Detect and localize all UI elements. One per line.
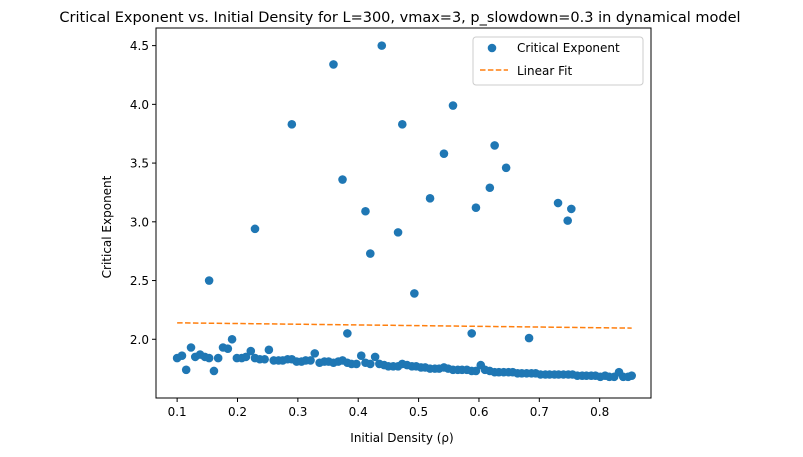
data-point-3 [186,343,196,352]
data-point-8 [209,366,219,376]
data-point-100 [204,276,214,285]
legend-label-critical-exponent: Critical Exponent [517,41,620,55]
chart-title: Critical Exponent vs. Initial Density fo… [59,10,740,26]
y-tick-label-1: 2.5 [130,274,149,288]
data-point-119 [501,163,511,173]
data-point-114 [448,101,458,110]
data-point-7 [204,353,214,363]
data-point-115 [467,329,477,338]
data-point-111 [410,289,419,298]
data-point-42 [365,359,375,369]
data-point-113 [439,149,449,158]
data-point-120 [524,333,534,343]
y-tick-label-4: 4.0 [130,98,149,112]
ticks: 0.1 0.2 0.3 0.4 0.5 0.6 0.7 0.8 2.0 2.5 3.0 3.5 4.0 4… [130,39,609,419]
data-point-118 [490,141,499,150]
data-point-107 [365,249,375,258]
data-point-12 [227,334,237,344]
data-point-116 [471,203,481,213]
legend-label-linear-fit: Linear Fit [517,64,572,78]
x-axis-label: Initial Density (ρ) [350,431,453,445]
data-point-9 [213,353,223,363]
data-point-101 [250,224,260,234]
data-point-109 [393,228,403,237]
data-point-112 [425,194,435,203]
x-tick-label-4: 0.5 [409,405,428,419]
data-point-123 [567,204,576,214]
data-point-106 [361,206,370,216]
data-point-16 [246,346,256,356]
data-point-43 [370,352,380,362]
data-point-65 [471,366,481,376]
data-point-104 [338,175,347,184]
data-point-2 [181,365,191,375]
data-point-11 [223,344,233,353]
y-tick-label-3: 3.5 [130,157,149,171]
data-point-105 [343,329,352,338]
axes-frame [155,27,652,399]
data-point-122 [563,216,572,225]
x-tick-label-7: 0.8 [590,405,609,419]
data-point-121 [553,198,563,208]
x-tick-label-5: 0.6 [469,405,488,419]
plot-area [172,41,636,382]
data-point-102 [287,120,297,129]
legend-frame [472,36,644,86]
data-point-117 [485,183,495,193]
legend: Critical Exponent Linear Fit [472,36,644,86]
data-point-15 [241,352,251,362]
data-point-1 [177,351,187,361]
data-point-39 [352,359,361,369]
data-point-20 [264,345,274,355]
data-point-103 [329,60,338,69]
data-point-29 [306,356,315,365]
data-point-110 [397,120,407,129]
y-axis-label: Critical Exponent [100,175,114,278]
x-tick-label-6: 0.7 [530,405,549,419]
linear-fit-line [177,322,632,329]
x-tick-label-3: 0.4 [349,405,368,419]
data-point-99 [627,371,636,380]
x-tick-label-0: 0.1 [168,405,187,419]
x-tick-label-1: 0.2 [228,405,247,419]
data-point-30 [310,349,320,358]
data-point-40 [356,351,366,361]
y-tick-label-5: 4.5 [130,39,149,53]
axes [155,27,652,399]
data-point-108 [377,41,387,50]
data-point-19 [260,354,269,364]
x-tick-label-2: 0.3 [288,405,307,419]
legend-marker-critical-exponent [487,43,497,53]
y-tick-label-0: 2.0 [130,333,149,347]
y-tick-label-2: 3.0 [130,215,149,229]
